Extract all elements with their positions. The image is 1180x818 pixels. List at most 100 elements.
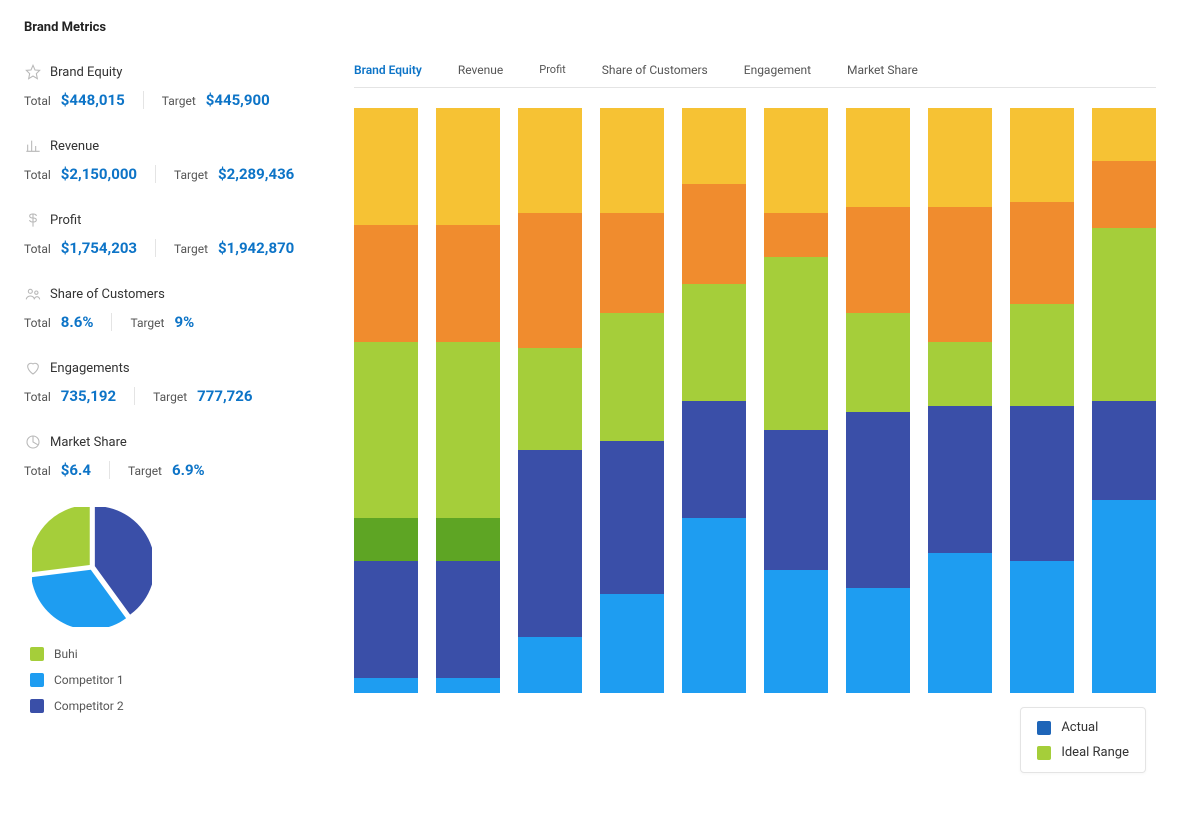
main-panel: Brand Equity Revenue Profit Share of Custom… [354, 63, 1156, 725]
metric-target-label: Target [174, 242, 208, 256]
page-title: Brand Metrics [24, 20, 1156, 35]
bar-segment [354, 678, 418, 693]
people-icon [24, 285, 42, 303]
metric-total-value: 8.6% [61, 313, 94, 331]
metric-block-brand-equity: Brand EquityTotal$448,015Target$445,900 [24, 63, 314, 109]
pie-legend-label: Competitor 2 [54, 699, 124, 713]
pie-legend-label: Buhi [54, 647, 78, 661]
bar-segment [682, 184, 746, 283]
bar-segment [518, 637, 582, 693]
bar-segment [518, 450, 582, 637]
bar-segment [1092, 228, 1156, 401]
bar-segment [846, 588, 910, 693]
metric-block-profit: ProfitTotal$1,754,203Target$1,942,870 [24, 211, 314, 257]
metric-target-label: Target [162, 94, 196, 108]
chart-legend-item: Actual [1037, 720, 1129, 735]
bar-segment [764, 430, 828, 570]
bar-column [518, 108, 582, 693]
bar-segment [518, 108, 582, 213]
market-share-pie-chart [32, 507, 314, 631]
metric-total-value: $448,015 [61, 91, 125, 109]
tab-share-of-customers[interactable]: Share of Customers [602, 63, 708, 79]
bar-segment [436, 678, 500, 693]
bar-column [928, 108, 992, 693]
bar-segment [1010, 304, 1074, 406]
tab-engagement[interactable]: Engagement [744, 63, 811, 79]
bar-column [682, 108, 746, 693]
bar-segment [928, 406, 992, 552]
tab-revenue[interactable]: Revenue [458, 63, 503, 79]
metric-total-value: $2,150,000 [61, 165, 137, 183]
bar-column [1092, 108, 1156, 693]
bar-column [436, 108, 500, 693]
metric-total-value: $1,754,203 [61, 239, 137, 257]
chart-legend: Actual Ideal Range [1020, 707, 1146, 773]
bar-segment [436, 342, 500, 518]
pie-legend-item: Competitor 1 [30, 673, 314, 687]
bar-segment [600, 108, 664, 213]
bar-segment [600, 213, 664, 312]
bar-segment [1010, 561, 1074, 693]
tab-bar: Brand Equity Revenue Profit Share of Custom… [354, 63, 1156, 88]
star-icon [24, 63, 42, 81]
bar-segment [682, 401, 746, 518]
metric-block-engagements: EngagementsTotal735,192Target777,726 [24, 359, 314, 405]
bar-segment [928, 342, 992, 406]
pie-legend: Buhi Competitor 1 Competitor 2 [30, 647, 314, 713]
metric-total-value: 735,192 [61, 387, 116, 405]
bar-segment [846, 313, 910, 412]
bar-segment [1092, 108, 1156, 161]
bar-segment [600, 313, 664, 442]
tab-profit[interactable]: Profit [539, 63, 566, 79]
pie-slice-buhi [32, 507, 90, 573]
pie-legend-item: Competitor 2 [30, 699, 314, 713]
bar-segment [354, 108, 418, 225]
bar-segment [1092, 161, 1156, 228]
stacked-bar-chart: ActualIdeal Range [354, 108, 1156, 693]
bar-segment [764, 213, 828, 257]
pie-legend-item: Buhi [30, 647, 314, 661]
metrics-sidebar: Brand EquityTotal$448,015Target$445,900R… [24, 63, 314, 725]
metric-target-value: $1,942,870 [218, 239, 294, 257]
chart-legend-item: Ideal Range [1037, 745, 1129, 760]
metric-target-value: $2,289,436 [218, 165, 294, 183]
metric-target-label: Target [128, 464, 162, 478]
chart-icon [24, 137, 42, 155]
legend-swatch [1037, 721, 1051, 735]
metric-name: Market Share [50, 435, 127, 450]
bar-column [600, 108, 664, 693]
heart-icon [24, 359, 42, 377]
tab-market-share[interactable]: Market Share [847, 63, 918, 79]
bar-segment [354, 518, 418, 562]
metric-total-label: Total [24, 464, 51, 478]
metric-total-label: Total [24, 94, 51, 108]
metric-target-value: 777,726 [197, 387, 252, 405]
pie-legend-label: Competitor 1 [54, 673, 124, 687]
pie-icon [24, 433, 42, 451]
legend-swatch [1037, 746, 1051, 760]
bar-segment [846, 412, 910, 588]
bar-segment [600, 594, 664, 693]
legend-swatch [30, 699, 44, 713]
bar-segment [764, 570, 828, 693]
tab-brand-equity[interactable]: Brand Equity [354, 63, 422, 79]
chart-legend-label: Actual [1061, 720, 1098, 735]
metric-total-label: Total [24, 316, 51, 330]
bar-column [764, 108, 828, 693]
bar-segment [764, 108, 828, 213]
bar-segment [682, 108, 746, 184]
bar-segment [354, 225, 418, 342]
bar-segment [682, 518, 746, 694]
bar-segment [682, 284, 746, 401]
metric-name: Brand Equity [50, 65, 122, 80]
metric-target-value: 6.9% [172, 461, 205, 479]
bar-segment [518, 348, 582, 450]
metric-total-label: Total [24, 242, 51, 256]
legend-swatch [30, 647, 44, 661]
metric-total-label: Total [24, 168, 51, 182]
legend-swatch [30, 673, 44, 687]
bar-column [846, 108, 910, 693]
bar-column [1010, 108, 1074, 693]
bar-column [354, 108, 418, 693]
bar-segment [436, 225, 500, 342]
